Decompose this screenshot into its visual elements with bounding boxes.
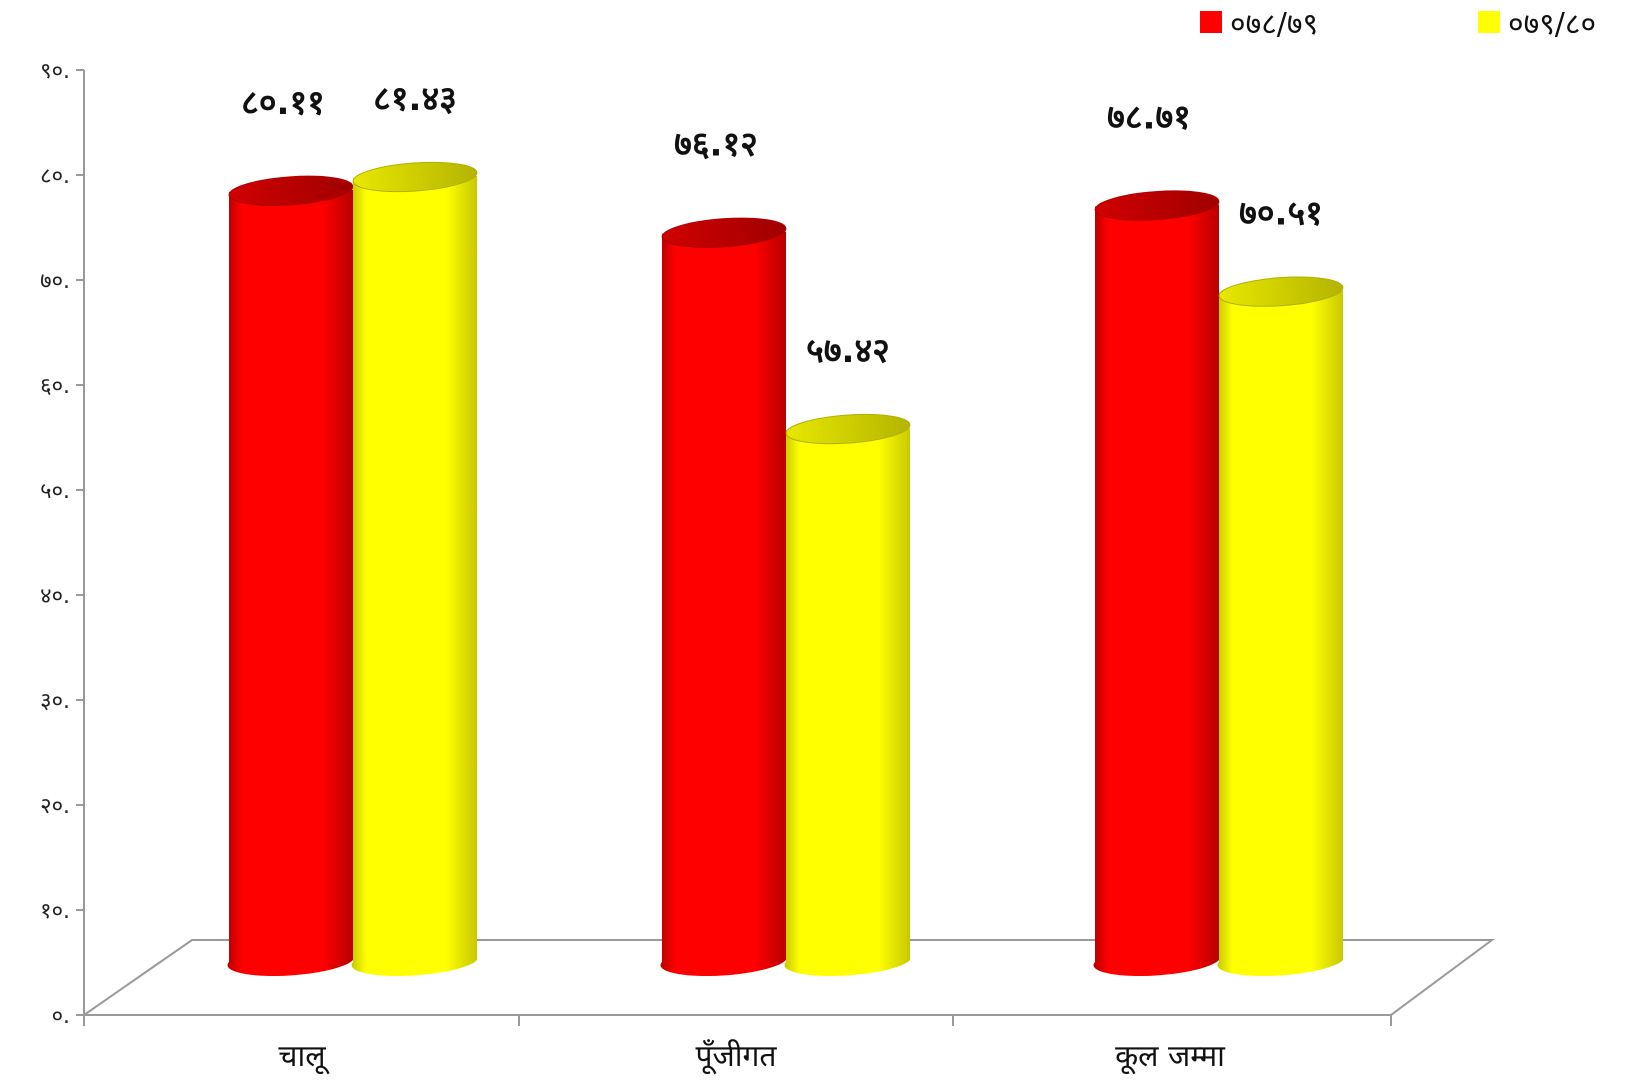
category-label: चालू [278,1039,329,1075]
data-label: ८१.४३ [373,79,457,119]
bar-1-3 [1093,190,1220,976]
legend: ०७८/७९ ०७९/८० [1200,7,1596,42]
bar-body [1093,204,1219,976]
y-tick-label: ५०. [40,479,70,504]
y-tick-label: ४०. [40,584,70,609]
bar-2-3 [1217,276,1344,976]
legend-label-series-2: ०७९/८० [1508,7,1596,42]
bar-body [1217,290,1343,976]
legend-swatch-series-1 [1200,11,1222,33]
data-label: ७६.१२ [674,125,758,165]
bar-top-cap [785,413,911,445]
data-label: ७०.५१ [1239,194,1323,234]
bar-2-1 [351,161,478,976]
category-label: कूल जम्मा [1115,1039,1226,1075]
y-tick-label: ३०. [40,689,70,714]
bar-2-2 [784,413,911,976]
y-tick-label: ९०. [40,59,70,84]
y-tick-label: ६०. [40,374,70,399]
y-tick-label: २०. [40,794,70,819]
data-label: ८०.११ [241,83,325,123]
bar-top-cap [1218,276,1344,307]
data-labels: ८०.११ ८१.४३ ७६.१२ ५७.४२ ७८.७१ ७०.५१ [241,79,1323,371]
bar-top-cap [352,161,478,193]
x-axis-ticks [83,1015,1392,1026]
bar-top-cap [661,217,787,248]
bar-top-cap [1094,190,1220,221]
data-label: ७८.७१ [1107,98,1191,138]
y-tick-label: १०. [40,899,70,924]
legend-label-series-1: ०७८/७९ [1230,7,1318,42]
bar-body [660,231,786,976]
bars [227,161,1344,976]
category-labels: चालू पूँजीगत कूल जम्मा [278,1039,1226,1075]
bar-body [784,428,910,976]
bar-1-1 [227,175,354,976]
data-label: ५७.४२ [806,331,890,371]
y-tick-label: ०. [52,1004,70,1029]
bar-body [227,189,353,976]
y-tick-label: ८०. [40,164,70,189]
y-tick-label: ७०. [40,269,70,294]
bar-body [351,175,477,976]
legend-swatch-series-2 [1478,11,1500,33]
category-label: पूँजीगत [695,1039,777,1075]
y-axis-ticks: ०. १०. २०. ३०. ४०. ५०. ६०. ७०. ८०. ९०. [40,59,84,1029]
bar-top-cap [228,175,354,206]
bar-1-2 [660,217,787,976]
